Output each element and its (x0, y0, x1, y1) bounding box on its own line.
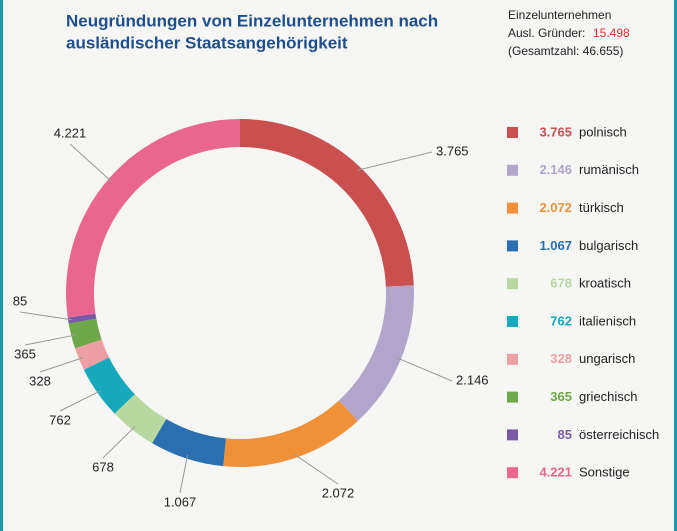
chart-title: ausländischer Staatsangehörigkeit (66, 33, 348, 52)
info-heading: Einzelunternehmen (508, 8, 611, 22)
leader-line (293, 453, 339, 485)
legend-value: 4.221 (539, 465, 572, 480)
leader-line (19, 311, 73, 321)
donut-slice (152, 419, 226, 467)
legend-value: 2.146 (539, 162, 572, 177)
legend-value: 328 (550, 351, 572, 366)
info-total: (Gesamtzahl: 46.655) (508, 44, 623, 58)
donut-slice (67, 313, 97, 324)
data-label: 678 (92, 459, 114, 474)
donut-slice (83, 357, 135, 414)
legend-swatch (507, 164, 518, 176)
data-label: 2.072 (322, 485, 355, 500)
legend-label: türkisch (579, 200, 624, 215)
data-label: 328 (29, 373, 51, 388)
donut-slice (223, 400, 358, 467)
legend-swatch (507, 353, 518, 365)
data-label: 2.146 (456, 372, 489, 387)
legend-value: 365 (550, 389, 572, 404)
legend-label: italienisch (579, 313, 636, 328)
donut-slice (114, 394, 167, 444)
info-value: 15.498 (593, 26, 630, 40)
legend-label: bulgarisch (579, 238, 638, 253)
leader-line (24, 334, 76, 346)
frame-left (0, 0, 3, 531)
donut-slice (68, 318, 102, 349)
legend-swatch (507, 240, 518, 252)
donut-slice (75, 339, 109, 370)
legend-swatch (507, 278, 518, 290)
legend-label: polnisch (579, 124, 627, 139)
legend-label: ungarisch (579, 351, 635, 366)
data-label: 4.221 (54, 125, 87, 140)
data-label: 1.067 (164, 494, 197, 509)
data-label: 85 (13, 293, 27, 308)
legend-label: Sonstige (579, 465, 630, 480)
leader-line (357, 151, 433, 171)
data-label: 762 (49, 412, 71, 427)
leader-line (102, 426, 136, 459)
legend-value: 762 (550, 313, 572, 328)
legend-label: griechisch (579, 389, 638, 404)
legend-swatch (507, 316, 518, 327)
legend-value: 678 (550, 276, 572, 291)
data-label: 3.765 (436, 143, 469, 158)
legend-swatch (507, 391, 518, 403)
legend-swatch (507, 467, 518, 479)
legend-value: 85 (558, 427, 572, 442)
legend-label: österreichisch (579, 427, 659, 442)
leader-line (39, 357, 83, 373)
donut-slice (338, 285, 414, 422)
leader-line (179, 454, 189, 494)
legend-value: 2.072 (539, 200, 572, 215)
legend-value: 3.765 (539, 124, 572, 139)
legend-swatch (507, 127, 518, 138)
donut-slice (65, 119, 240, 318)
leader-line (59, 390, 102, 412)
legend-swatch (507, 429, 518, 441)
data-label: 365 (14, 346, 36, 361)
legend-swatch (507, 202, 518, 214)
legend-value: 1.067 (539, 238, 572, 253)
frame-right (674, 0, 677, 531)
chart-title: Neugründungen von Einzelunternehmen nach (66, 11, 438, 30)
legend-label: rumänisch (579, 162, 639, 177)
leader-line (69, 143, 112, 182)
donut-slice (240, 119, 414, 287)
leader-line (396, 357, 453, 382)
info-label: Ausl. Gründer: (508, 26, 585, 40)
legend-label: kroatisch (579, 276, 631, 291)
